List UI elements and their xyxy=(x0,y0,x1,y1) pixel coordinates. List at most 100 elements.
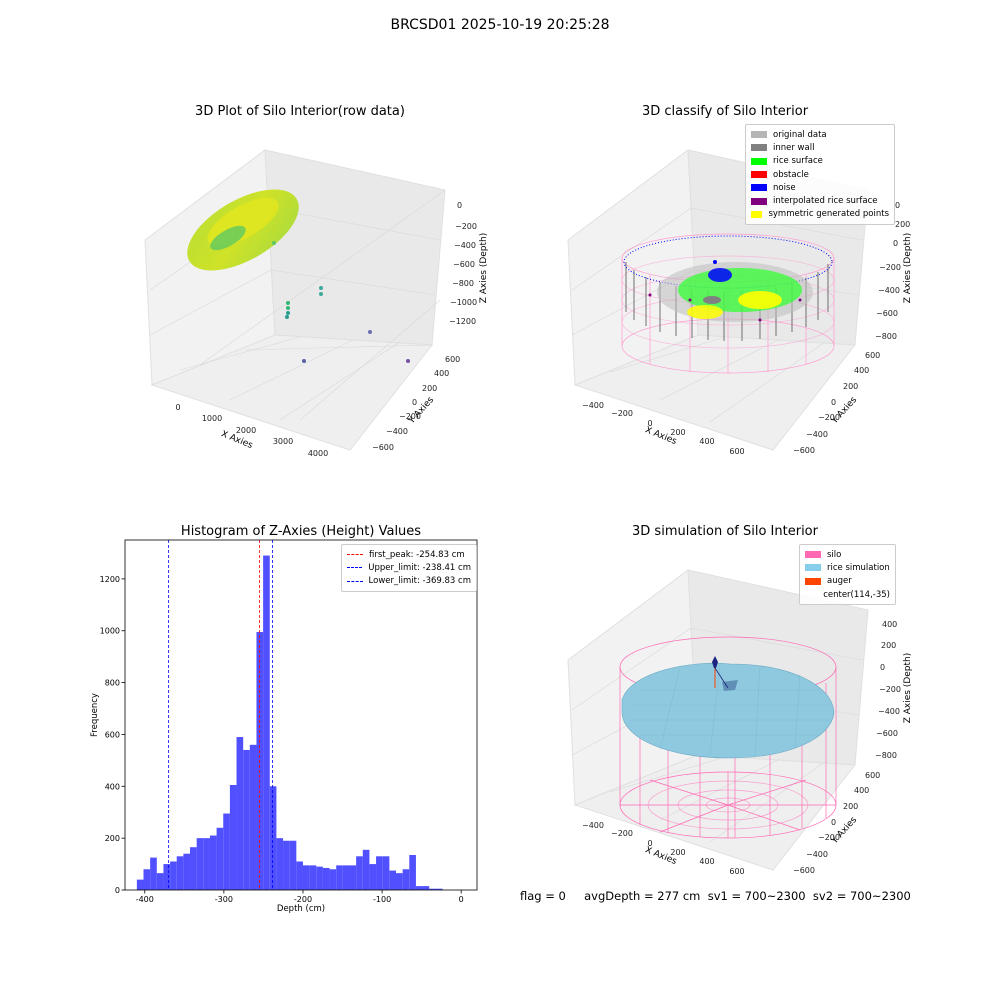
histogram-bar xyxy=(402,869,410,890)
p4-ztick-2: 0 xyxy=(880,663,885,672)
p1-ytick-4: 200 xyxy=(422,384,437,393)
legend-entry: inner wall xyxy=(751,141,889,154)
legend-swatch xyxy=(751,171,767,179)
histogram-bar xyxy=(382,856,390,890)
histogram-legend-entry: first_peak: -254.83 cm xyxy=(347,548,471,561)
p2-xtick-3: 200 xyxy=(670,428,685,437)
legend-label: interpolated rice surface xyxy=(773,196,878,207)
legend-entry: noise xyxy=(751,181,889,194)
legend-label: symmetric generated points xyxy=(768,209,889,220)
p2-ytick-4: 200 xyxy=(843,382,858,391)
p2-ytick-1: −400 xyxy=(806,430,828,439)
panel1-plot: 0 1000 2000 3000 4000 −600 −400 −200 0 2… xyxy=(144,149,489,458)
histogram-bar xyxy=(336,865,343,890)
histogram-bar xyxy=(243,750,250,890)
legend-entry: center(114,-35) xyxy=(805,588,890,601)
histogram-bar xyxy=(415,886,423,890)
histogram-legend-entry: Lower_limit: -369.83 cm xyxy=(347,575,471,588)
legend-entry: interpolated rice surface xyxy=(751,194,889,207)
panel4-tick-labels: −400 −200 0 200 400 600 −600 −400 −200 0… xyxy=(582,620,901,876)
legend-entry: auger xyxy=(805,575,890,588)
histogram-y-ticks: 0 200 400 600 800 1000 1200 xyxy=(100,575,125,895)
p2-xtick-1: −200 xyxy=(611,409,633,418)
p2-xtick-0: −400 xyxy=(582,401,604,410)
legend-label: inner wall xyxy=(773,142,815,153)
histogram-frame xyxy=(124,539,478,891)
p1-ytick-3: 0 xyxy=(412,398,417,407)
p2-ztick-5: −800 xyxy=(875,332,897,341)
panel2-title: 3D classify of Silo Interior xyxy=(641,104,809,119)
p1-xtick-0: 0 xyxy=(175,403,180,412)
histogram-bar xyxy=(322,867,330,890)
histogram-bar xyxy=(316,866,323,890)
p4-xtick-2: 0 xyxy=(647,839,652,848)
p4-ytick-0: −600 xyxy=(793,866,815,875)
panel1-tick-labels: 0 1000 2000 3000 4000 −600 −400 −200 0 2… xyxy=(175,201,477,458)
histogram-bar xyxy=(249,744,257,890)
p4-ztick-0: 400 xyxy=(882,620,897,629)
p1-xtick-4: 4000 xyxy=(308,449,328,458)
p4-ytick-6: 600 xyxy=(865,771,880,780)
histogram-bar xyxy=(309,865,317,890)
histogram-y-tick-label: 400 xyxy=(105,782,120,791)
p4-xtick-3: 200 xyxy=(670,848,685,857)
histogram-xlabel: Depth (cm) xyxy=(277,904,325,914)
p2-ytick-0: −600 xyxy=(793,446,815,455)
legend-label: rice simulation xyxy=(827,562,890,573)
histogram-bar xyxy=(229,785,237,890)
p2-ztick-3: −400 xyxy=(878,286,900,295)
histogram-y-tick-label: 1000 xyxy=(100,627,120,636)
histogram-bar xyxy=(276,838,284,890)
legend-swatch xyxy=(751,184,767,192)
legend-entry: obstacle xyxy=(751,168,889,181)
p4-zlabel: Z Axies (Depth) xyxy=(903,653,913,724)
p1-zlabel: Z Axies (Depth) xyxy=(479,233,489,304)
legend-swatch xyxy=(751,157,767,165)
histogram-bar xyxy=(223,813,230,890)
p1-xtick-3: 3000 xyxy=(273,437,293,446)
panel3-title: Histogram of Z-Axies (Height) Values xyxy=(180,524,422,539)
p2-xtick-2: 0 xyxy=(647,419,652,428)
histogram-bar xyxy=(190,847,197,890)
histogram-bar xyxy=(283,840,290,890)
histogram-bar xyxy=(289,840,297,890)
p2-zlabel: Z Axies (Depth) xyxy=(903,233,913,304)
legend-entry: rice simulation xyxy=(805,561,890,574)
p1-xtick-2: 2000 xyxy=(236,426,256,435)
panel2-tick-labels: −400 −200 0 200 400 600 −600 −400 −200 0… xyxy=(582,201,910,456)
p4-xtick-4: 400 xyxy=(699,857,714,866)
histogram-bar xyxy=(136,879,144,890)
p2-ztick-0: 200 xyxy=(895,220,910,229)
histogram-bar xyxy=(429,888,436,890)
p1-ytick-5: 400 xyxy=(434,369,449,378)
histogram-bar xyxy=(329,869,337,890)
histogram-bar xyxy=(269,786,277,890)
histogram-bar xyxy=(362,849,370,890)
histogram-y-tick-label: 200 xyxy=(105,834,120,843)
histogram-legend: first_peak: -254.83 cm Upper_limit: -238.… xyxy=(341,544,477,592)
panel4-rice-surface xyxy=(621,663,835,759)
histogram-bar xyxy=(236,737,244,890)
legend-swatch xyxy=(751,131,767,139)
histogram-legend-entry: Upper_limit: -238.41 cm xyxy=(347,561,471,574)
histogram-bar xyxy=(203,838,210,890)
legend-label: center(114,-35) xyxy=(823,589,890,600)
p1-ytick-2: −200 xyxy=(399,412,421,421)
legend-label: Lower_limit: -369.83 cm xyxy=(368,576,471,587)
panel1-title: 3D Plot of Silo Interior(row data) xyxy=(195,104,405,119)
legend-entry: symmetric generated points xyxy=(751,208,889,221)
histogram-x-ticks: -400 -300 -200 -100 0 xyxy=(136,890,464,904)
histogram-x-tick-label: -200 xyxy=(294,895,312,904)
legend-label: original data xyxy=(773,129,827,140)
legend-label: rice surface xyxy=(773,156,823,167)
histogram-x-tick-label: 0 xyxy=(459,895,464,904)
legend-label: obstacle xyxy=(773,169,809,180)
histogram-bar xyxy=(342,865,350,890)
p2-ytick-3: 0 xyxy=(831,398,836,407)
legend-entry: silo xyxy=(805,548,890,561)
histogram-ylabel: Frequency xyxy=(90,693,100,737)
p1-ztick-3: −600 xyxy=(453,260,475,269)
p1-ztick-4: −800 xyxy=(452,279,474,288)
histogram-x-tick-label: -100 xyxy=(373,895,391,904)
